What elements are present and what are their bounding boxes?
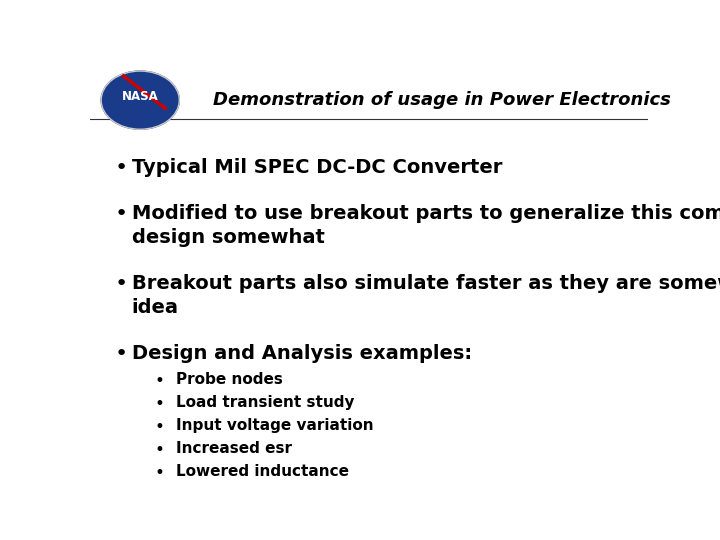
- Text: Design and Analysis examples:: Design and Analysis examples:: [132, 344, 472, 363]
- Text: design somewhat: design somewhat: [132, 228, 325, 247]
- Text: •: •: [115, 204, 128, 224]
- Text: Typical Mil SPEC DC-DC Converter: Typical Mil SPEC DC-DC Converter: [132, 158, 503, 177]
- Text: idea: idea: [132, 298, 179, 317]
- Text: •: •: [154, 372, 164, 390]
- Text: Demonstration of usage in Power Electronics: Demonstration of usage in Power Electron…: [213, 91, 670, 109]
- Text: Breakout parts also simulate faster as they are somewhat more: Breakout parts also simulate faster as t…: [132, 274, 720, 293]
- Text: •: •: [154, 395, 164, 413]
- Text: NASA: NASA: [122, 90, 158, 103]
- Text: Modified to use breakout parts to generalize this commercial: Modified to use breakout parts to genera…: [132, 204, 720, 223]
- Text: •: •: [154, 463, 164, 482]
- Text: Input voltage variation: Input voltage variation: [176, 418, 374, 433]
- Text: Increased esr: Increased esr: [176, 441, 292, 456]
- Text: •: •: [154, 441, 164, 458]
- Text: •: •: [115, 274, 128, 294]
- Circle shape: [101, 71, 179, 129]
- Text: Load transient study: Load transient study: [176, 395, 355, 410]
- Text: •: •: [115, 158, 128, 178]
- Text: Lowered inductance: Lowered inductance: [176, 463, 349, 478]
- Text: •: •: [115, 344, 128, 364]
- Text: Probe nodes: Probe nodes: [176, 372, 284, 387]
- Text: •: •: [154, 418, 164, 436]
